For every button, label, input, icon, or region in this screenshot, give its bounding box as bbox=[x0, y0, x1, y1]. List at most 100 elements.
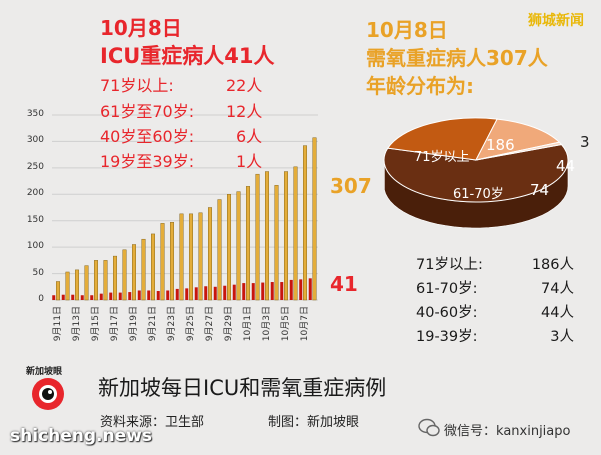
oxygen-bar bbox=[246, 186, 250, 301]
y-tick-label: 0 bbox=[38, 294, 44, 304]
oxygen-bar bbox=[113, 255, 117, 301]
oxygen-row-19to39: 19-39岁: 3人 bbox=[416, 325, 576, 346]
pie-label-61to70: 61-70岁 bbox=[453, 187, 504, 202]
icu-bar bbox=[232, 284, 236, 300]
y-tick-label: 100 bbox=[26, 241, 44, 252]
icu-row-value: 6人 bbox=[236, 127, 263, 146]
icu-bar bbox=[61, 294, 65, 300]
oxygen-bar bbox=[132, 244, 136, 301]
icu-bar bbox=[175, 288, 179, 300]
site-watermark: shicheng.news bbox=[10, 426, 152, 446]
oxygen-bar bbox=[265, 171, 269, 301]
oxygen-total-callout: 307 bbox=[330, 174, 372, 198]
pie-slice bbox=[475, 118, 561, 161]
oxygen-date: 10月8日 bbox=[366, 18, 448, 42]
x-tick-label: 9月25日 bbox=[185, 306, 196, 341]
oxygen-bar bbox=[103, 260, 108, 301]
icu-row-71plus: 71岁以上: 22人 bbox=[100, 72, 270, 96]
icu-bar bbox=[137, 290, 141, 300]
icu-row-value: 12人 bbox=[226, 102, 263, 121]
icu-bar bbox=[194, 287, 198, 300]
icu-bar bbox=[99, 293, 103, 300]
oxygen-row-label: 61-70岁: bbox=[416, 281, 478, 297]
x-tick-label: 9月19日 bbox=[128, 306, 139, 341]
icu-row-19to39: 19岁至39岁: 1人 bbox=[100, 148, 270, 172]
logo-text: 新加坡眼 bbox=[26, 367, 63, 377]
icu-bar bbox=[156, 291, 160, 300]
icu-row-label: 71岁以上: bbox=[100, 76, 174, 95]
icu-bar bbox=[289, 279, 293, 300]
pie-slice bbox=[383, 143, 569, 203]
oxygen-bar bbox=[94, 260, 98, 301]
wechat-account: kanxinjiapo bbox=[496, 424, 571, 439]
oxygen-bar bbox=[208, 207, 212, 301]
pie-label-71plus: 71岁以上 bbox=[414, 150, 470, 165]
x-tick-label: 9月21日 bbox=[147, 306, 158, 341]
pie-slice bbox=[386, 117, 498, 161]
icu-bar bbox=[90, 295, 94, 300]
oxygen-row-61to70: 61-70岁: 74人 bbox=[416, 277, 576, 298]
oxygen-row-value: 74人 bbox=[541, 281, 574, 297]
y-tick-label: 250 bbox=[26, 161, 44, 172]
icu-bar bbox=[52, 295, 56, 300]
pie-slice bbox=[475, 141, 563, 161]
oxygen-row-label: 71岁以上: bbox=[416, 257, 483, 273]
icu-total-callout: 41 bbox=[330, 272, 358, 296]
oxygen-row-value: 186人 bbox=[531, 257, 574, 273]
pie-value-61to70: 74 bbox=[530, 181, 550, 199]
oxygen-bar bbox=[227, 194, 231, 301]
icu-bar bbox=[251, 283, 255, 300]
pie-value-19to39: 3 bbox=[580, 133, 590, 151]
y-tick-label: 350 bbox=[26, 109, 44, 119]
icu-bar bbox=[204, 286, 208, 300]
icu-bar bbox=[185, 288, 189, 300]
x-tick-label: 9月23日 bbox=[166, 306, 177, 341]
made-by: 制图：新加坡眼 bbox=[268, 415, 360, 430]
x-tick-label: 10月1日 bbox=[242, 306, 253, 341]
oxygen-bar bbox=[198, 212, 203, 301]
x-tick-label: 9月27日 bbox=[204, 306, 215, 341]
oxygen-bar bbox=[303, 145, 307, 301]
icu-bar bbox=[109, 292, 113, 300]
y-tick-label: 200 bbox=[26, 188, 44, 199]
y-tick-label: 300 bbox=[26, 135, 44, 146]
oxygen-bar bbox=[65, 271, 70, 301]
watermark: 狮城新闻 bbox=[528, 13, 584, 29]
oxygen-bar bbox=[255, 173, 260, 301]
icu-bar bbox=[128, 292, 132, 300]
oxygen-bar bbox=[236, 191, 241, 301]
logo-icon bbox=[28, 372, 68, 412]
icu-row-label: 19岁至39岁: bbox=[100, 152, 195, 171]
icu-bar bbox=[280, 282, 284, 300]
oxygen-row-value: 3人 bbox=[550, 329, 574, 345]
data-source: 资料来源：卫生部 bbox=[100, 415, 205, 430]
oxygen-row-label: 19-39岁: bbox=[416, 329, 478, 345]
oxygen-bar bbox=[75, 269, 79, 301]
icu-bar bbox=[213, 286, 217, 300]
oxygen-row-value: 44人 bbox=[541, 305, 574, 321]
oxygen-bar bbox=[160, 223, 165, 301]
icu-bar bbox=[270, 282, 274, 300]
icu-bar bbox=[80, 295, 84, 300]
wechat-label: 微信号： bbox=[444, 424, 497, 439]
oxygen-bar bbox=[141, 238, 146, 301]
oxygen-bar bbox=[293, 166, 298, 301]
x-tick-label: 9月29日 bbox=[223, 306, 234, 341]
icu-row-40to60: 40岁至60岁: 6人 bbox=[100, 123, 270, 147]
oxygen-row-40to60: 40-60岁: 44人 bbox=[416, 301, 576, 322]
icu-title: ICU重症病人41人 bbox=[100, 44, 275, 68]
y-tick-label: 50 bbox=[32, 267, 44, 278]
icu-bar bbox=[242, 283, 246, 300]
oxygen-bar bbox=[284, 171, 288, 301]
oxygen-bar bbox=[312, 137, 317, 301]
wechat-icon bbox=[418, 418, 440, 438]
icu-row-61to70: 61岁至70岁: 12人 bbox=[100, 98, 270, 122]
oxygen-title: 需氧重症病人307人 bbox=[366, 46, 548, 70]
icu-bar bbox=[308, 278, 312, 300]
icu-row-value: 1人 bbox=[236, 152, 263, 171]
x-tick-label: 9月11日 bbox=[52, 306, 63, 341]
oxygen-bar bbox=[122, 249, 127, 301]
x-tick-label: 10月7日 bbox=[299, 306, 310, 341]
x-tick-label: 9月13日 bbox=[71, 306, 82, 341]
icu-date: 10月8日 bbox=[100, 16, 182, 40]
